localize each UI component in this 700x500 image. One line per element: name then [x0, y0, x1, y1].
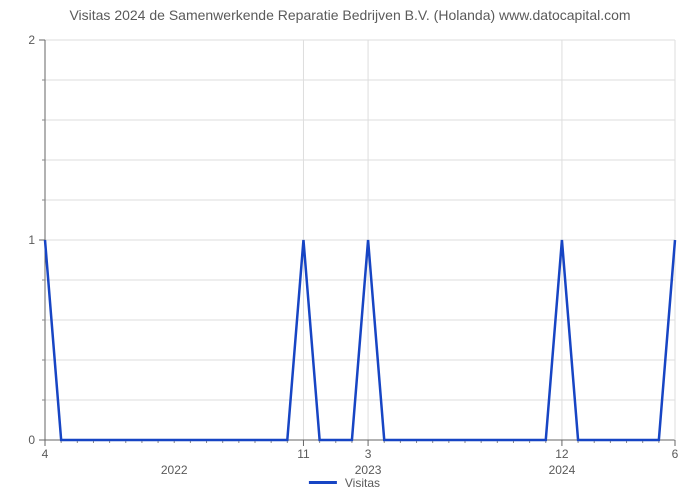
- x-tick-label: 4: [42, 447, 49, 461]
- y-tick-label: 1: [28, 233, 35, 247]
- x-tick-label: 12: [555, 447, 569, 461]
- x-year-label: 2024: [549, 463, 576, 477]
- x-tick-label: 6: [672, 447, 679, 461]
- y-tick-label: 2: [28, 33, 35, 47]
- y-tick-label: 0: [28, 433, 35, 447]
- visits-line-chart: Visitas 2024 de Samenwerkende Reparatie …: [0, 0, 700, 500]
- x-year-label: 2022: [161, 463, 188, 477]
- chart-title: Visitas 2024 de Samenwerkende Reparatie …: [69, 7, 630, 23]
- legend-label: Visitas: [345, 476, 380, 490]
- x-year-label: 2023: [355, 463, 382, 477]
- legend-swatch: [309, 481, 337, 484]
- x-tick-label: 3: [365, 447, 372, 461]
- x-tick-label: 11: [297, 447, 310, 461]
